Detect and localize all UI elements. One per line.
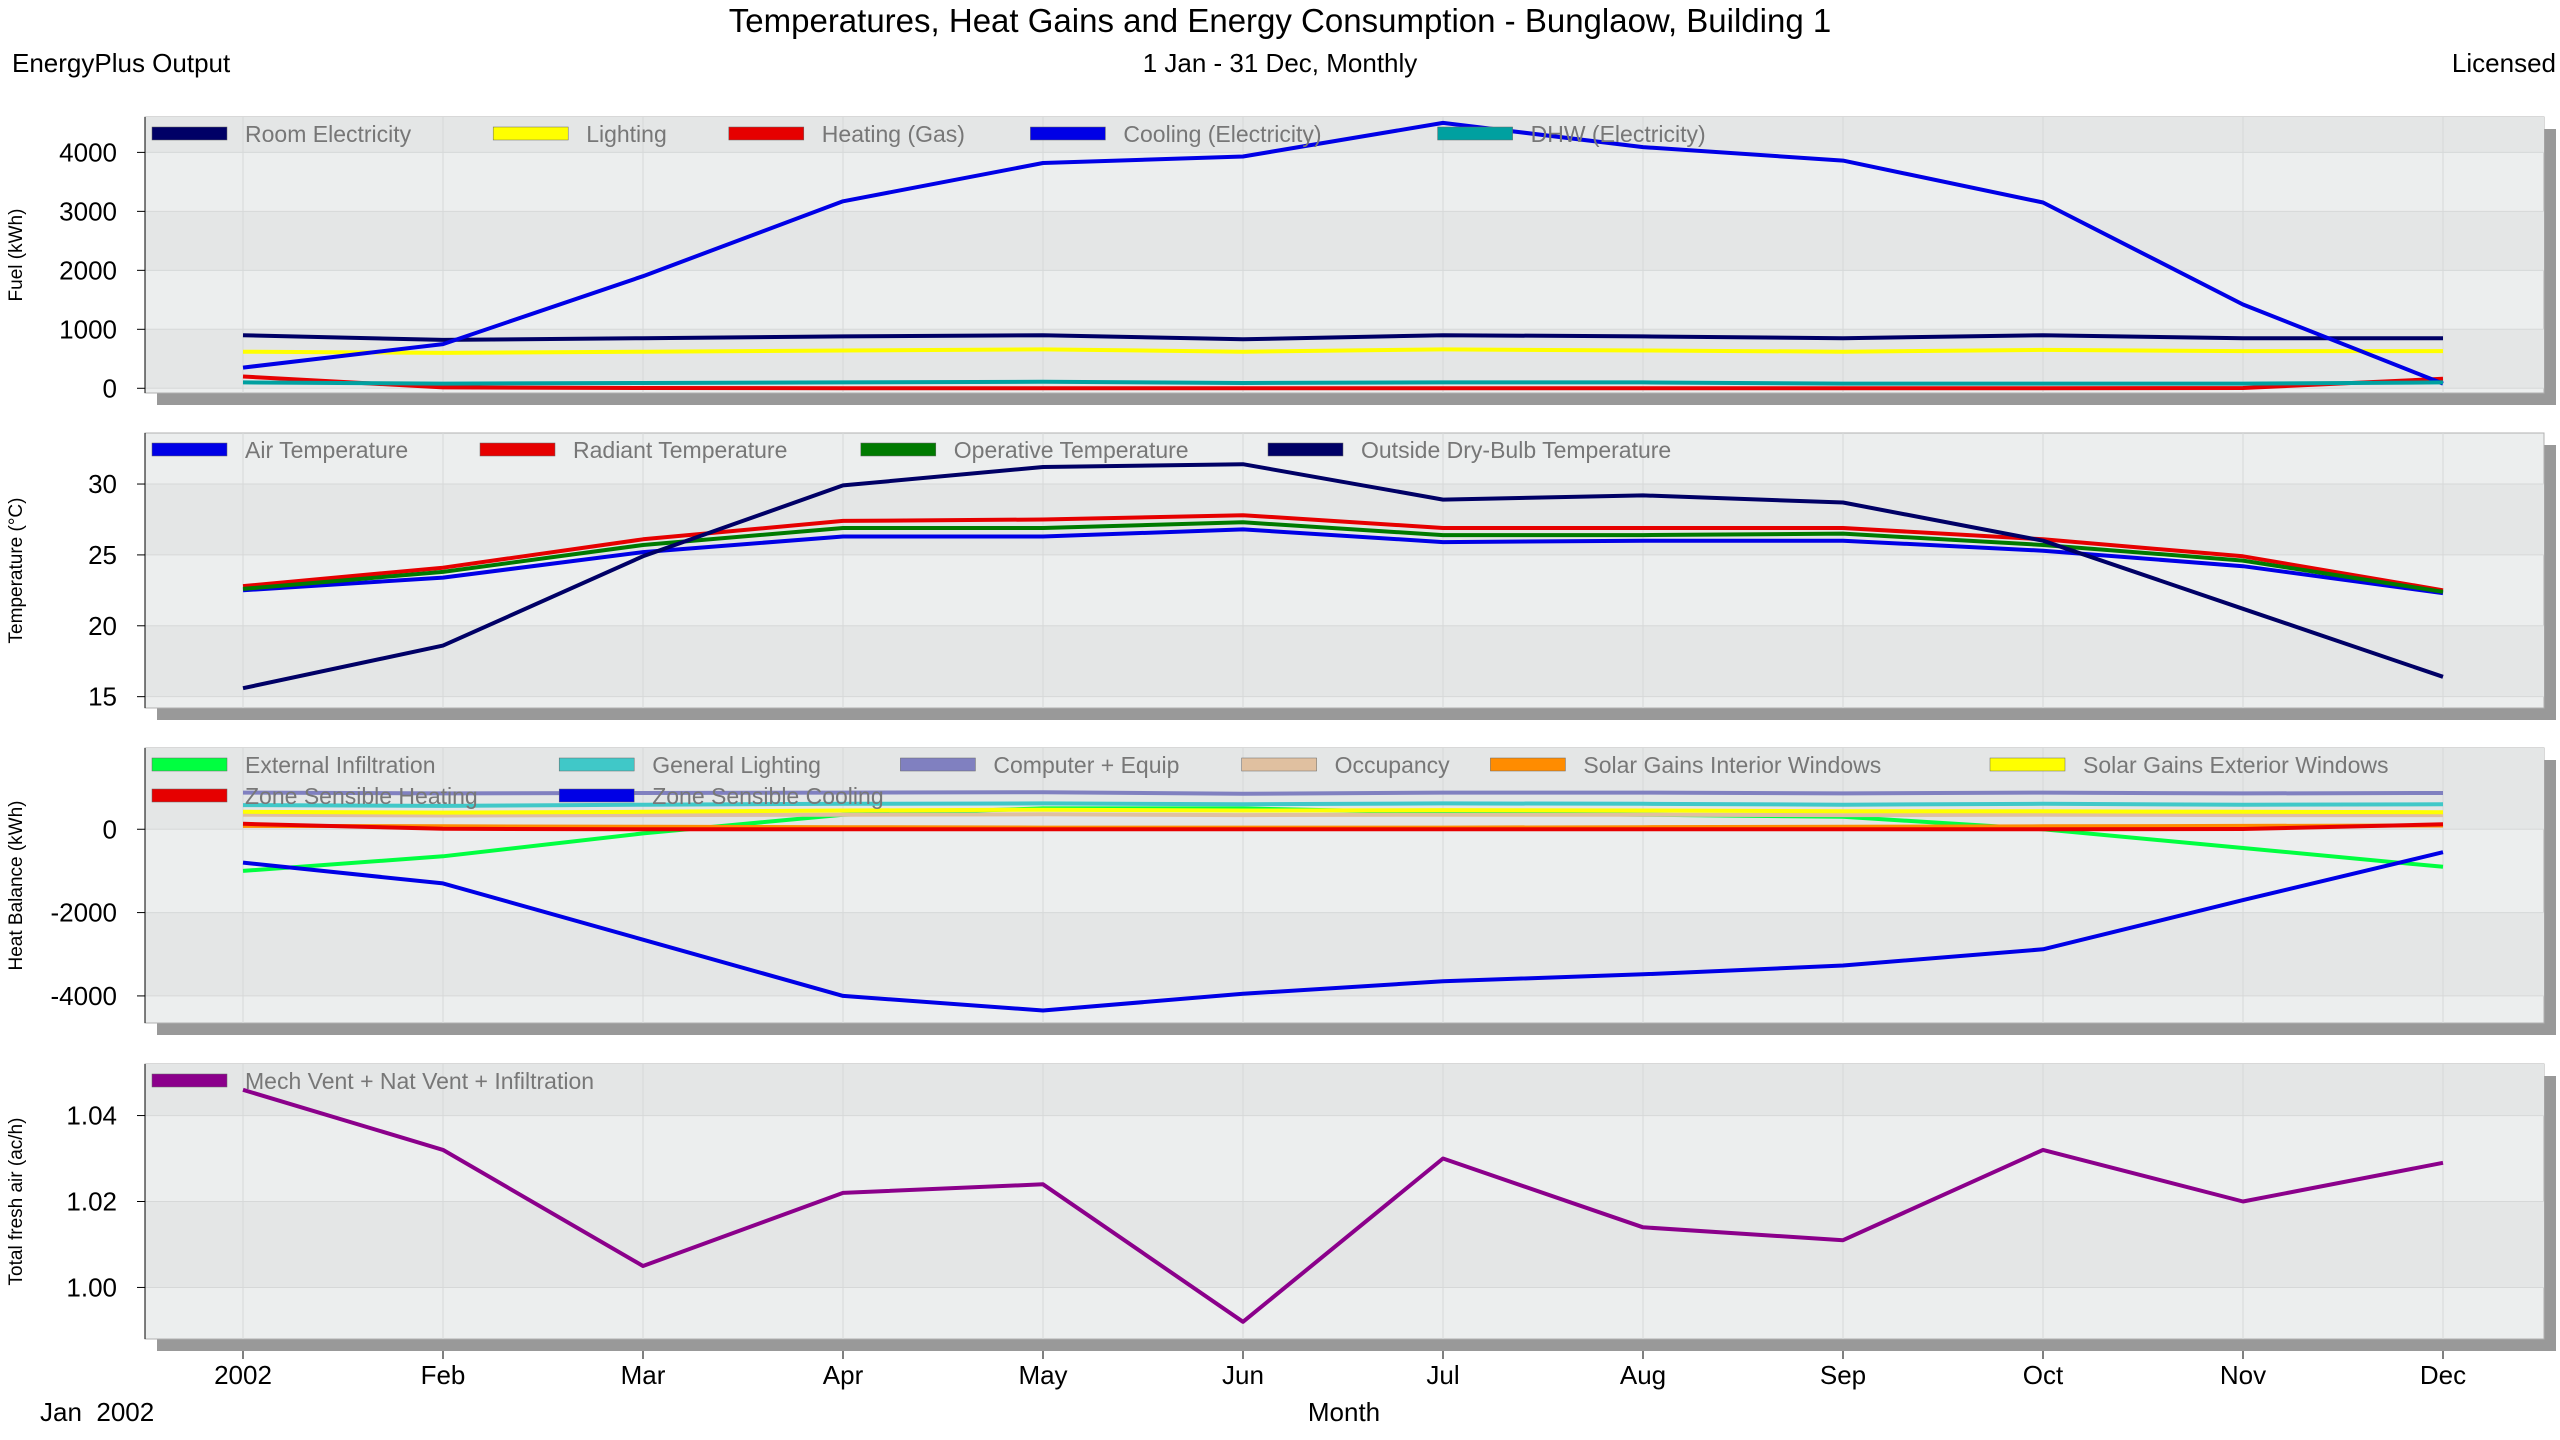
y-tick-label: 0 xyxy=(103,814,117,844)
y-tick-label: -4000 xyxy=(51,981,118,1011)
y-tick-label: 2000 xyxy=(59,255,117,285)
legend-label-outside-dry-bulb-temperature: Outside Dry-Bulb Temperature xyxy=(1361,437,1671,463)
legend-label-radiant-temperature: Radiant Temperature xyxy=(573,437,787,463)
legend-label-solar-gains-interior-windows: Solar Gains Interior Windows xyxy=(1583,752,1881,778)
legend-label-general-lighting: General Lighting xyxy=(652,752,821,778)
legend-swatch xyxy=(1437,126,1513,141)
y-axis-label: Fuel (kWh) xyxy=(6,209,27,302)
chart-panel-1: 0 1000 2000 3000 4000 Fuel (kWh) Room Electric… xyxy=(6,116,2556,405)
grid-band xyxy=(145,1201,2544,1288)
legend-swatch xyxy=(151,442,228,457)
x-tick-label: Apr xyxy=(823,1360,864,1390)
y-tick-label: 1.04 xyxy=(66,1101,117,1131)
legend-swatch xyxy=(151,788,228,803)
x-tick-label: Mar xyxy=(621,1360,666,1390)
legend-swatch xyxy=(900,757,976,772)
chart-panel-2: 15 20 25 30 Temperature (°C) Air Temperature R… xyxy=(6,432,2556,720)
chart-panel-4: 1.00 1.02 1.04 Total fresh air (ac/h) Mech V… xyxy=(6,1063,2556,1351)
legend-label-zone-sensible-heating: Zone Sensible Heating xyxy=(245,783,478,809)
legend-swatch xyxy=(728,126,805,141)
y-tick-label: 0 xyxy=(103,373,117,403)
x-tick-label: Oct xyxy=(2023,1360,2064,1390)
y-axis-label: Total fresh air (ac/h) xyxy=(6,1118,27,1286)
series-line-radiant-temperature xyxy=(242,513,2444,593)
legend-label-external-infiltration: External Infiltration xyxy=(245,752,435,778)
legend-label-solar-gains-exterior-windows: Solar Gains Exterior Windows xyxy=(2083,752,2389,778)
legend-swatch xyxy=(151,126,228,141)
series-line-cooling-electricity xyxy=(242,120,2444,386)
grid-band xyxy=(145,625,2544,697)
x-tick-label: Sep xyxy=(1820,1360,1866,1390)
legend-swatch xyxy=(1490,757,1566,772)
legend-swatch xyxy=(558,788,635,803)
legend-swatch xyxy=(151,757,228,772)
y-axis-label: Heat Balance (kWh) xyxy=(6,800,27,970)
legend-label-occupancy: Occupancy xyxy=(1335,752,1451,778)
legend-swatch xyxy=(479,442,556,457)
legend-swatch xyxy=(1989,757,2066,772)
series-line-zone-sensible-cooling xyxy=(242,850,2444,1013)
series-line-zone-sensible-heating xyxy=(242,821,2444,832)
legend-swatch xyxy=(492,126,569,141)
series-line-mech-vent-nat-vent-infiltration xyxy=(242,1087,2444,1324)
x-axis: 2002 Feb Mar Apr May Jun Jul Aug Sep Oct Nov Dec Mon… xyxy=(40,1351,2466,1427)
y-tick-label: 1.00 xyxy=(66,1272,117,1302)
legend-label-computer-equip: Computer + Equip xyxy=(993,752,1179,778)
legend-label-cooling-electricity: Cooling (Electricity) xyxy=(1123,121,1321,147)
series-line-occupancy xyxy=(242,812,2443,818)
x-tick-label: Feb xyxy=(421,1360,466,1390)
series-line-operative-temperature xyxy=(242,520,2444,594)
y-tick-label: 25 xyxy=(88,540,117,570)
grid-band xyxy=(145,484,2544,555)
date-range-subtitle: 1 Jan - 31 Dec, Monthly xyxy=(1142,48,1418,78)
grid-band xyxy=(145,912,2544,996)
y-tick-label: 1000 xyxy=(59,314,117,344)
x-tick-label: Nov xyxy=(2220,1360,2266,1390)
y-tick-label: 3000 xyxy=(59,196,117,226)
x-tick-label: Aug xyxy=(1620,1360,1666,1390)
x-tick-label: 2002 xyxy=(214,1360,272,1390)
legend-swatch xyxy=(558,757,635,772)
x-tick-label: Jun xyxy=(1222,1360,1264,1390)
license-label: Licensed xyxy=(2451,48,2556,78)
legend-swatch xyxy=(1030,126,1106,141)
output-source-label: EnergyPlus Output xyxy=(12,48,231,78)
series-line-solar-gains-exterior-windows xyxy=(242,807,2444,815)
y-tick-label: 20 xyxy=(88,611,117,641)
legend-label-zone-sensible-cooling: Zone Sensible Cooling xyxy=(652,783,883,809)
x-tick-label: Dec xyxy=(2420,1360,2466,1390)
legend-label-room-electricity: Room Electricity xyxy=(245,121,412,147)
y-tick-label: 4000 xyxy=(59,137,117,167)
legend-swatch xyxy=(860,442,937,457)
series-line-general-lighting xyxy=(242,801,2444,808)
y-axis-label: Temperature (°C) xyxy=(6,498,27,644)
chart-title: Temperatures, Heat Gains and Energy Cons… xyxy=(728,2,1832,39)
y-tick-label: 1.02 xyxy=(66,1187,117,1217)
legend-label-dhw-electricity: DHW (Electricity) xyxy=(1531,121,1706,147)
legend-label-mech-vent-nat-vent-infiltration: Mech Vent + Nat Vent + Infiltration xyxy=(245,1068,594,1094)
grid-band xyxy=(145,1064,2544,1116)
series-line-lighting xyxy=(242,347,2443,355)
x-axis-label: Month xyxy=(1308,1397,1380,1427)
series-line-outside-dry-bulb-temperature xyxy=(242,462,2444,691)
chart-panel-3: -4000 -2000 0 Heat Balance (kWh) External In… xyxy=(6,747,2556,1035)
legend-label-lighting: Lighting xyxy=(586,121,667,147)
grid-band xyxy=(145,211,2544,271)
y-tick-label: 30 xyxy=(88,469,117,499)
series-line-room-electricity xyxy=(242,333,2443,342)
legend-label-heating-gas: Heating (Gas) xyxy=(822,121,965,147)
legend-label-operative-temperature: Operative Temperature xyxy=(954,437,1189,463)
y-tick-label: -2000 xyxy=(51,898,118,928)
series-line-dhw-electricity xyxy=(242,379,2444,386)
legend-label-air-temperature: Air Temperature xyxy=(245,437,408,463)
legend-swatch xyxy=(151,1073,228,1088)
legend-swatch xyxy=(1241,757,1317,772)
x-axis-start-label: Jan 2002 xyxy=(40,1397,154,1427)
series-line-heating-gas xyxy=(242,374,2444,391)
x-tick-label: May xyxy=(1018,1360,1067,1390)
x-tick-label: Jul xyxy=(1426,1360,1459,1390)
y-tick-label: 15 xyxy=(88,682,117,712)
legend-swatch xyxy=(1267,442,1344,457)
